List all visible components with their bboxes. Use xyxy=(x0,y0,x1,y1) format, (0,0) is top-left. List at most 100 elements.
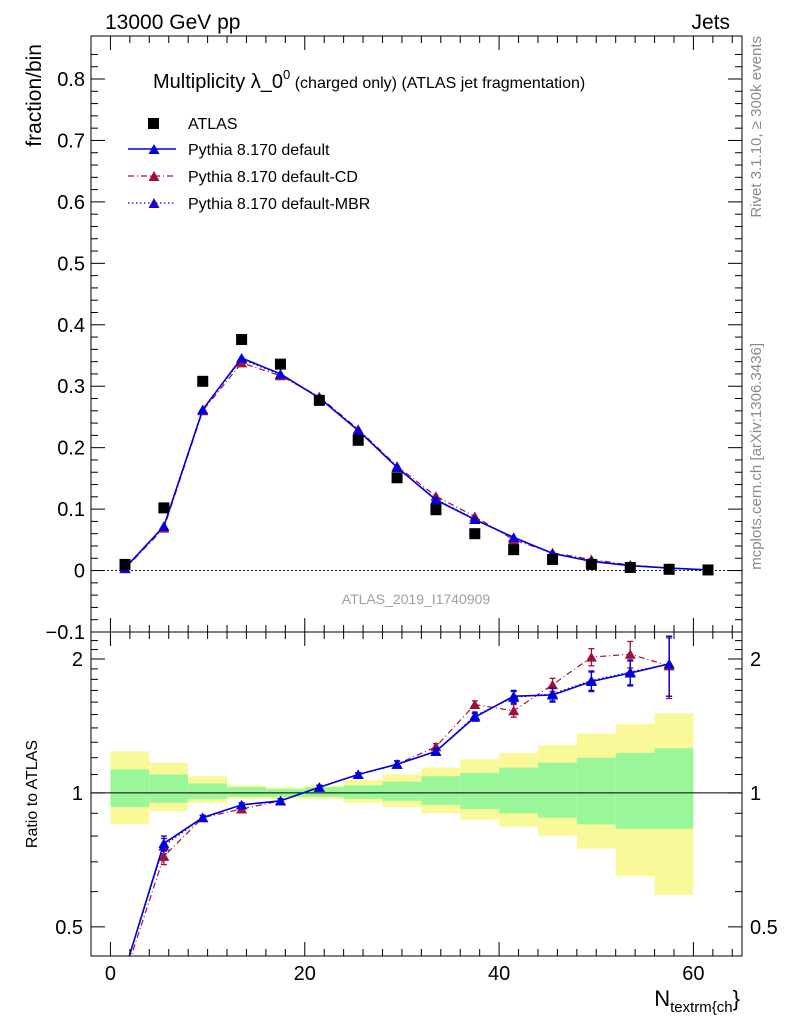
x-axis-label: Ntextrm{ch} xyxy=(654,986,740,1016)
header-left: 13000 GeV pp xyxy=(105,11,240,34)
main-y-tick-label: 0.1 xyxy=(57,499,85,521)
data-point-atlas xyxy=(430,504,442,516)
x-axis-label-tail: } xyxy=(733,986,740,1011)
ratio-point-cd xyxy=(120,970,131,980)
ratio-point-default xyxy=(274,795,286,806)
ratio-band-inner xyxy=(110,769,150,807)
ratio-point-default xyxy=(236,799,248,810)
ratio-band-inner xyxy=(576,757,616,825)
data-point-atlas xyxy=(197,375,209,387)
main-y-tick-label: 0.8 xyxy=(57,69,85,91)
data-point-atlas xyxy=(702,564,714,576)
ratio-y-tick-label: 0.5 xyxy=(55,917,83,939)
ratio-point-default xyxy=(313,782,325,792)
main-y-tick-label: 0 xyxy=(74,561,85,583)
data-point-atlas xyxy=(313,394,325,406)
data-point-atlas xyxy=(391,472,403,484)
legend-label-cd: Pythia 8.170 default-CD xyxy=(188,169,358,186)
ratio-point-default xyxy=(469,712,481,722)
ratio-curves xyxy=(91,635,742,980)
ratio-y-tick-label-right: 1 xyxy=(750,783,761,805)
ratio-uncertainty-bands xyxy=(110,713,694,895)
x-axis-label-main: N xyxy=(654,986,670,1011)
ratio-point-default xyxy=(508,691,520,701)
legend-label-atlas: ATLAS xyxy=(188,116,238,133)
ratio-point-cd xyxy=(508,705,520,716)
main-y-tick-label: 0.4 xyxy=(57,315,85,337)
x-tick-label: 60 xyxy=(682,963,704,985)
ratio-band-inner xyxy=(421,776,461,805)
x-tick-label: 20 xyxy=(294,963,316,985)
ratio-frame xyxy=(90,631,743,957)
x-axis-label-sub: textrm{ch xyxy=(670,999,733,1016)
main-point-default xyxy=(508,532,520,542)
axes: −0.100.10.20.30.40.50.60.70.80 20 40 600.5 0… xyxy=(46,35,778,985)
header-right: Jets xyxy=(691,11,730,34)
side-label-mcplots: mcplots.cern.ch [arXiv:1306.3436] xyxy=(748,343,765,570)
legend-marker-atlas xyxy=(148,118,159,129)
main-point-default xyxy=(274,368,286,379)
x-tick-label: 0 xyxy=(105,963,116,985)
main-y-tick-label: 0.5 xyxy=(57,253,85,275)
main-y-tick-label: 0.3 xyxy=(57,376,85,398)
ratio-band-inner xyxy=(460,772,500,810)
legend-marker-default xyxy=(148,144,160,154)
ratio-band-inner xyxy=(304,787,344,797)
main-y-tick-label: 0.6 xyxy=(57,192,85,214)
data-point-atlas xyxy=(236,334,248,346)
ratio-point-default xyxy=(624,668,636,678)
main-y-tick-label: 0.2 xyxy=(57,438,85,460)
legend-marker-mbr xyxy=(148,198,160,208)
main-point-default xyxy=(158,521,170,531)
ratio-y-tick-label: 2 xyxy=(72,649,83,671)
main-point-default xyxy=(197,404,209,415)
ratio-point-mbr xyxy=(120,965,131,975)
main-line-cd xyxy=(124,362,709,571)
ratio-band-inner xyxy=(382,781,422,801)
data-point-atlas xyxy=(508,544,520,556)
main-title-suffix: (charged only) (ATLAS jet fragmentation) xyxy=(290,75,585,92)
data-point-atlas xyxy=(547,553,559,565)
main-point-default xyxy=(469,514,481,525)
main-y-tick-label: 0.7 xyxy=(57,130,85,152)
data-point-atlas xyxy=(663,563,675,575)
ratio-band-inner xyxy=(615,752,655,829)
main-curves xyxy=(91,334,742,576)
ratio-y-tick-label: 1 xyxy=(72,783,83,805)
data-point-atlas xyxy=(274,358,286,370)
main-title-text: Multiplicity λ_0 xyxy=(153,71,283,93)
legend: ATLAS Pythia 8.170 default Pythia 8.170 … xyxy=(128,116,370,213)
legend-label-default: Pythia 8.170 default xyxy=(188,142,330,159)
ratio-point-default xyxy=(430,746,442,756)
main-point-cd xyxy=(236,357,248,368)
ratio-point-cd xyxy=(547,679,559,690)
ratio-point-cd xyxy=(585,652,597,662)
ratio-point-default xyxy=(120,965,131,975)
main-line-default xyxy=(124,356,709,571)
data-point-atlas xyxy=(158,502,170,514)
main-y-tick-label: −0.1 xyxy=(46,622,85,644)
main-line-mbr xyxy=(124,358,709,571)
ratio-band-inner xyxy=(227,787,266,797)
ratio-point-default xyxy=(663,658,675,669)
data-point-atlas xyxy=(585,558,597,570)
ratio-band-inner xyxy=(499,767,538,814)
data-point-atlas xyxy=(119,558,131,570)
main-point-default xyxy=(391,462,403,472)
side-label-rivet: Rivet 3.1.10, ≥ 300k events xyxy=(748,36,765,218)
data-point-atlas xyxy=(352,434,364,446)
main-point-default xyxy=(352,425,364,435)
data-point-atlas xyxy=(624,561,636,573)
ratio-point-default xyxy=(547,690,559,700)
watermark: ATLAS_2019_I1740909 xyxy=(342,591,491,607)
ratio-point-default xyxy=(352,769,364,780)
ratio-y-tick-label-right: 0.5 xyxy=(750,917,778,939)
ratio-point-default xyxy=(158,838,170,848)
ratio-y-tick-label-right: 2 xyxy=(750,649,761,671)
main-title-sup: 0 xyxy=(283,67,290,82)
ratio-point-cd xyxy=(624,649,636,659)
legend-label-mbr: Pythia 8.170 default-MBR xyxy=(188,196,370,213)
ratio-band-inner xyxy=(654,748,694,829)
main-title: Multiplicity λ_00 (charged only) (ATLAS … xyxy=(153,67,585,93)
ratio-point-default xyxy=(585,676,597,687)
